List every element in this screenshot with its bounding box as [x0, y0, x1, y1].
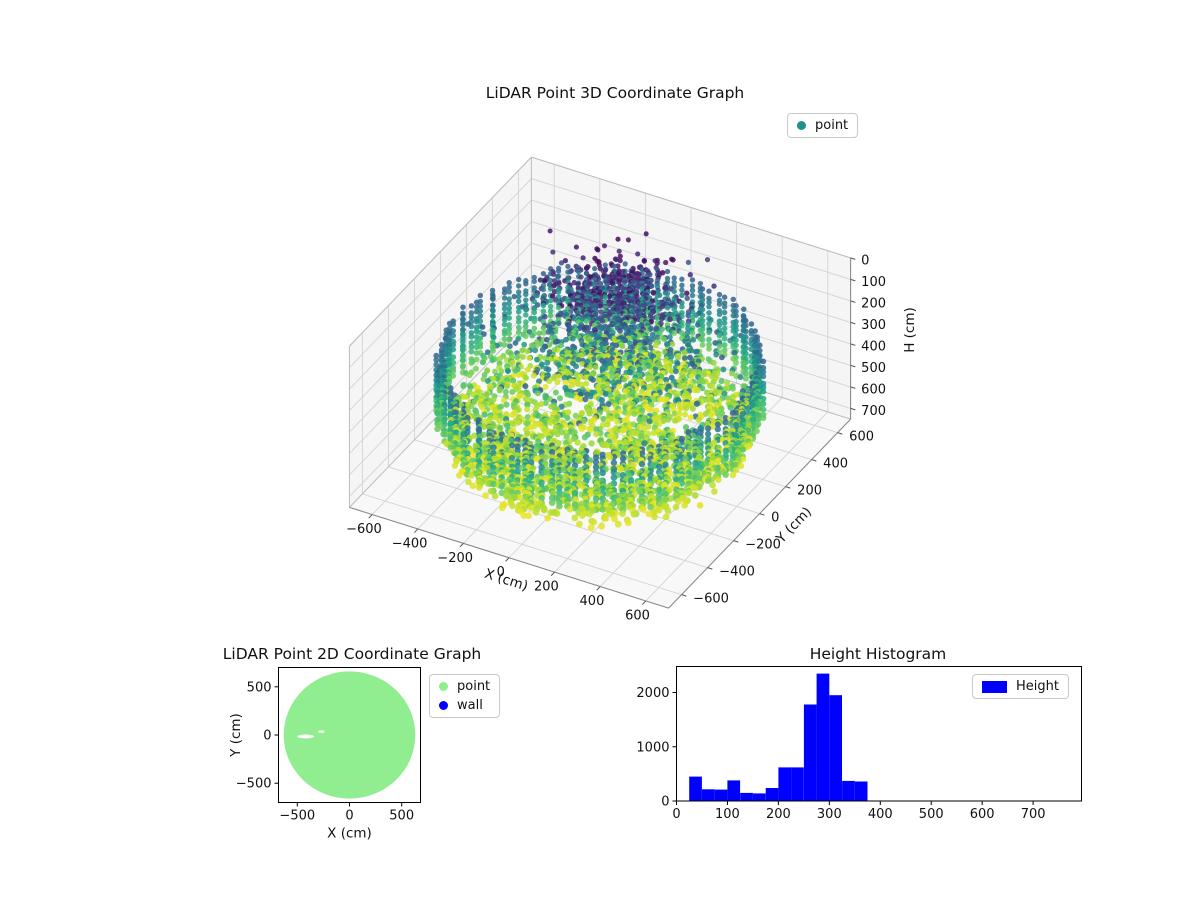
legend-histogram: Height: [972, 674, 1069, 699]
chart-2d-scatter: −500 0 500 500 0 −500 X (cm) Y (cm): [228, 667, 421, 842]
svg-text:600: 600: [861, 383, 886, 398]
legend-item-wall: wall: [439, 699, 490, 712]
svg-text:300: 300: [817, 807, 842, 822]
svg-text:0: 0: [345, 809, 353, 824]
chart-histogram-title: Height Histogram: [809, 645, 947, 663]
svg-text:0: 0: [672, 807, 680, 822]
svg-text:500: 500: [247, 680, 272, 695]
chart-height-histogram: 0 100 200 300 400 500 600 700 0 1000 2000: [636, 666, 1082, 822]
svg-text:−400: −400: [392, 536, 428, 551]
svg-text:0: 0: [861, 254, 869, 269]
point-marker-icon: [439, 682, 448, 691]
height-patch-icon: [982, 680, 1007, 693]
svg-text:300: 300: [861, 318, 886, 333]
svg-text:X (cm): X (cm): [327, 826, 372, 842]
svg-text:−400: −400: [719, 564, 755, 579]
svg-text:700: 700: [861, 404, 886, 419]
chart-3d-scatter: −600−400−20002004006006004002000−200−400…: [346, 156, 918, 623]
legend-label: point: [815, 118, 849, 133]
svg-text:1000: 1000: [636, 740, 669, 755]
svg-text:500: 500: [389, 809, 414, 824]
wall-marker-icon: [439, 701, 448, 710]
svg-text:600: 600: [625, 608, 650, 623]
svg-text:0: 0: [263, 729, 271, 744]
svg-text:−500: −500: [279, 809, 315, 824]
svg-text:400: 400: [823, 456, 848, 471]
legend-label: Height: [1016, 679, 1059, 694]
svg-text:0: 0: [661, 795, 669, 810]
svg-text:0: 0: [771, 510, 779, 525]
legend-item-point: point: [439, 680, 490, 693]
svg-text:Y (cm): Y (cm): [228, 713, 244, 758]
point-marker-icon: [797, 121, 806, 130]
legend-label: wall: [457, 698, 483, 713]
svg-text:2000: 2000: [636, 686, 669, 701]
svg-text:400: 400: [580, 594, 605, 609]
svg-text:200: 200: [534, 580, 559, 595]
svg-text:−600: −600: [693, 591, 729, 606]
svg-text:200: 200: [861, 297, 886, 312]
svg-text:−200: −200: [745, 537, 781, 552]
svg-text:500: 500: [861, 361, 886, 376]
svg-text:600: 600: [849, 429, 874, 444]
svg-text:400: 400: [861, 340, 886, 355]
legend-item-height: Height: [982, 680, 1059, 693]
svg-text:400: 400: [868, 807, 893, 822]
svg-text:−600: −600: [346, 522, 382, 537]
svg-text:100: 100: [715, 807, 740, 822]
svg-text:H (cm): H (cm): [902, 307, 918, 353]
chart-3d-title: LiDAR Point 3D Coordinate Graph: [485, 84, 745, 102]
svg-text:X (cm): X (cm): [483, 566, 530, 595]
legend-label: point: [457, 679, 491, 694]
legend-2d: point wall: [429, 674, 501, 718]
svg-text:700: 700: [1021, 807, 1046, 822]
legend-item-point: point: [797, 119, 848, 132]
svg-text:100: 100: [861, 275, 886, 290]
svg-text:200: 200: [766, 807, 791, 822]
legend-3d: point: [787, 113, 859, 138]
chart-2d-title: LiDAR Point 2D Coordinate Graph: [222, 645, 482, 663]
svg-text:−500: −500: [236, 777, 272, 792]
svg-text:600: 600: [970, 807, 995, 822]
svg-text:200: 200: [797, 483, 822, 498]
svg-text:500: 500: [919, 807, 944, 822]
svg-text:−200: −200: [437, 551, 473, 566]
